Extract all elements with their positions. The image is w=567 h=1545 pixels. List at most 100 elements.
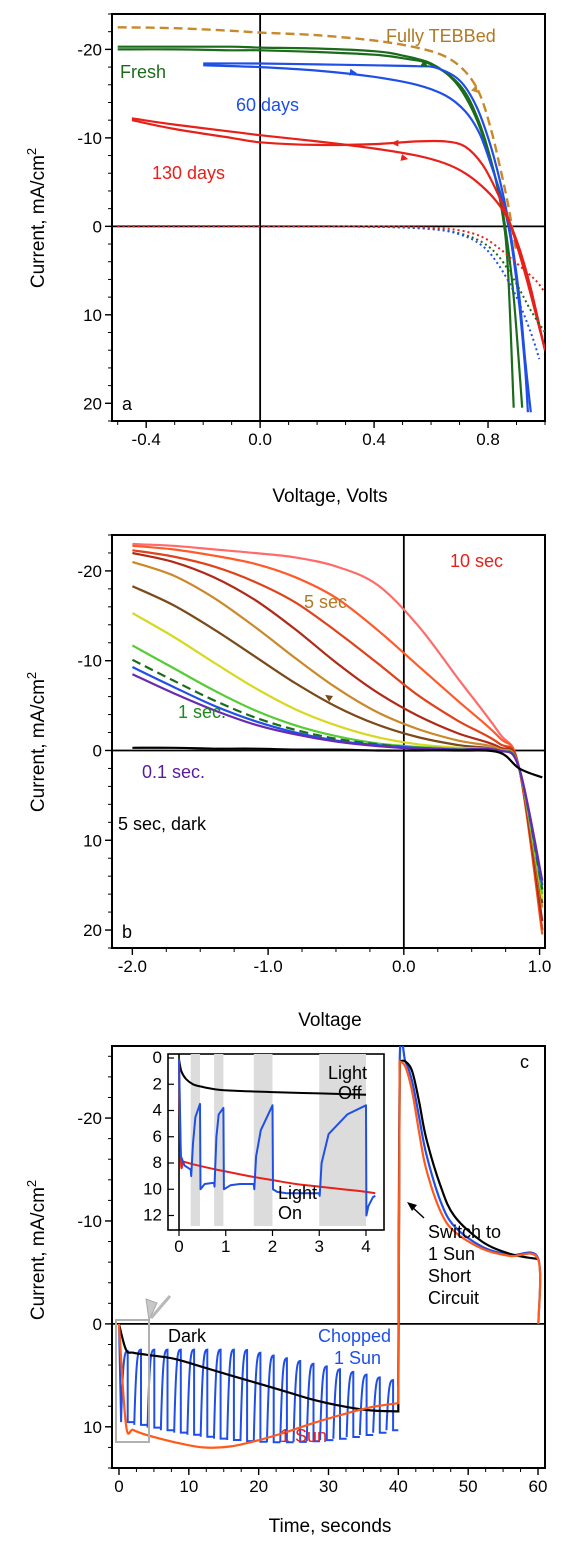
- svg-text:Current, mA/cm2: Current, mA/cm2: [24, 672, 49, 812]
- inset-y-tick-label: 2: [153, 1074, 162, 1093]
- y-tick-label: -20: [77, 40, 102, 59]
- panel-a-label-fully-tebbed: Fully TEBBed: [386, 26, 496, 46]
- panel-b-label-1-sec: 1 sec.: [178, 702, 226, 722]
- panel-a-frame: [111, 13, 546, 422]
- inset-y-tick-label: 10: [143, 1179, 162, 1198]
- panel-b-ticks: -2.0 -1.0 0.0 1.0 -20 -10 0 10 20: [77, 534, 552, 976]
- panel-c-label-1-sun: 1 Sun: [280, 1426, 327, 1446]
- inset-x-tick-label: 3: [315, 1237, 324, 1256]
- inset-y-tick-label: 4: [153, 1101, 162, 1120]
- inset-y-tick-label: 8: [153, 1153, 162, 1172]
- series-s9: [132, 544, 544, 935]
- light-on-band: [214, 1054, 224, 1226]
- y-tick-label: 10: [83, 306, 102, 325]
- svg-text:Current, mA/cm2: Current, mA/cm2: [24, 1180, 49, 1320]
- inset-y-tick-label: 0: [153, 1048, 162, 1067]
- x-tick-label: -0.4: [132, 430, 161, 449]
- y-tick-label: -20: [77, 1109, 102, 1128]
- x-tick-label: 0.0: [248, 430, 272, 449]
- panel-a-ylabel: Current, mA/cm2: [24, 148, 49, 288]
- y-tick-label: 0: [93, 741, 102, 760]
- arrow-sweep-direction: [325, 694, 334, 702]
- series-chopped-1-sun-tail: [397, 1046, 542, 1386]
- series-60-days-dark: [117, 225, 541, 360]
- x-tick-label: 0.4: [362, 430, 386, 449]
- series-fresh-dark: [117, 225, 545, 334]
- panel-c-ylabel-sup: 2: [24, 1180, 39, 1187]
- series-1-sun: [117, 1058, 542, 1449]
- light-on-band: [253, 1054, 273, 1226]
- inset-label-light-on-2: On: [278, 1203, 302, 1223]
- series-130-days-dark: [117, 225, 545, 294]
- arrow-60-days: [349, 68, 357, 76]
- x-tick-label: 30: [319, 1477, 338, 1496]
- inset-y-tick-label: 12: [143, 1206, 162, 1225]
- x-tick-label: 0.0: [392, 957, 416, 976]
- panel-b-series: [131, 542, 544, 935]
- x-tick-label: 0.8: [476, 430, 500, 449]
- light-on-band: [190, 1054, 201, 1226]
- panel-c-label-dark: Dark: [168, 1326, 207, 1346]
- panel-b-label-10-sec: 10 sec: [450, 551, 503, 571]
- panel-b-frame: [111, 534, 546, 949]
- panel-a-label-130-days: 130 days: [152, 163, 225, 183]
- series-60-days: [203, 64, 529, 413]
- panel-b-label-0-1-sec: 0.1 sec.: [142, 762, 205, 782]
- inset-series: [178, 1059, 376, 1217]
- panel-a-label-fresh: Fresh: [120, 62, 166, 82]
- y-tick-label: -10: [77, 1212, 102, 1231]
- series-s8: [132, 549, 544, 931]
- series-130-days-return: [131, 119, 545, 351]
- series-inset-1-sun: [178, 1059, 376, 1195]
- y-tick-label: -20: [77, 562, 102, 581]
- x-tick-label: 40: [389, 1477, 408, 1496]
- panel-a-xlabel: Voltage, Volts: [272, 486, 387, 507]
- x-tick-label: 10: [179, 1477, 198, 1496]
- inset-x-tick-label: 0: [174, 1237, 183, 1256]
- series-chopped-1-sun: [117, 1323, 399, 1444]
- panel-a-series: [117, 26, 545, 413]
- panel-a-zero-lines: [112, 14, 545, 421]
- series-fully-tebbed: [117, 26, 518, 254]
- x-tick-label: -1.0: [253, 957, 282, 976]
- panel-b-ylabel-sup: 2: [24, 672, 39, 679]
- series-5-sec: [132, 560, 544, 908]
- inset-label-light-off-1: Light: [328, 1063, 367, 1083]
- inset-label-light-off-2: Off: [338, 1083, 363, 1103]
- y-tick-label: 20: [83, 921, 102, 940]
- inset-x-tick-label: 1: [221, 1237, 230, 1256]
- panel-a-arrows: [349, 60, 478, 161]
- panel-b-xlabel: Voltage: [298, 1010, 361, 1031]
- panel-b-id: b: [122, 922, 132, 942]
- panel-c-label-chopped-sun: 1 Sun: [334, 1348, 381, 1368]
- arrow-130-days-back: [391, 139, 399, 147]
- x-tick-label: -2.0: [118, 957, 147, 976]
- series-130-days: [131, 117, 545, 351]
- y-tick-label: -10: [77, 129, 102, 148]
- panel-a-ticks: -0.4 0.0 0.4 0.8 -20 -10 0 10 20: [77, 13, 546, 449]
- y-tick-label: 0: [93, 1315, 102, 1334]
- x-tick-label: 1.0: [528, 957, 552, 976]
- panel-c-label-switch-3: Short: [428, 1266, 471, 1286]
- inset-x-tick-label: 2: [268, 1237, 277, 1256]
- x-tick-label: 20: [249, 1477, 268, 1496]
- y-tick-label: -10: [77, 652, 102, 671]
- y-tick-label: 20: [83, 394, 102, 413]
- panel-a-ylabel-text: Current, mA/cm: [28, 155, 49, 288]
- series-inset-chopped: [178, 1059, 376, 1217]
- panel-c-label-switch-1: Switch to: [428, 1222, 501, 1242]
- panel-c-series: [117, 1046, 542, 1449]
- x-tick-label: 50: [459, 1477, 478, 1496]
- x-tick-label: 60: [529, 1477, 548, 1496]
- panel-a-id: a: [122, 394, 133, 414]
- series-inset-dark: [178, 1059, 367, 1096]
- inset-zoom-arrow-shaft: [149, 1295, 172, 1319]
- svg-text:Current, mA/cm2: Current, mA/cm2: [24, 148, 49, 288]
- panel-b: -2.0 -1.0 0.0 1.0 -20 -10 0 10 20 Voltage Curren…: [24, 534, 552, 1031]
- inset-label-light-on-1: Light: [278, 1183, 317, 1203]
